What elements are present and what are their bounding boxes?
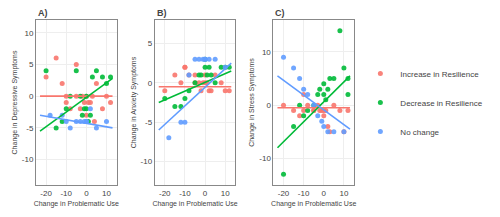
svg-text:-10: -10 bbox=[141, 157, 153, 166]
svg-text:-5: -5 bbox=[145, 118, 153, 127]
svg-text:A): A) bbox=[38, 8, 48, 18]
svg-text:Change in Stress Symptoms: Change in Stress Symptoms bbox=[248, 58, 256, 147]
svg-text:10: 10 bbox=[24, 28, 33, 37]
svg-text:0: 0 bbox=[322, 189, 327, 198]
svg-text:Increase in Resilience: Increase in Resilience bbox=[400, 70, 479, 79]
svg-text:-10: -10 bbox=[298, 189, 310, 198]
svg-text:0: 0 bbox=[84, 189, 89, 198]
svg-text:B): B) bbox=[157, 8, 167, 18]
svg-text:10: 10 bbox=[221, 189, 230, 198]
svg-text:0: 0 bbox=[203, 189, 208, 198]
svg-text:-20: -20 bbox=[40, 189, 52, 198]
svg-text:-10: -10 bbox=[259, 154, 271, 163]
svg-text:-5: -5 bbox=[26, 124, 34, 133]
svg-text:10: 10 bbox=[262, 48, 271, 57]
svg-text:Change in Anxiety Symptoms: Change in Anxiety Symptoms bbox=[130, 56, 138, 148]
svg-text:Change in Problematic Use: Change in Problematic Use bbox=[34, 200, 119, 208]
svg-text:-10: -10 bbox=[179, 189, 191, 198]
svg-text:Decrease in Resilience: Decrease in Resilience bbox=[400, 99, 482, 108]
svg-text:10: 10 bbox=[339, 189, 348, 198]
svg-text:0: 0 bbox=[29, 92, 34, 101]
svg-text:Change in Depressive Symptoms: Change in Depressive Symptoms bbox=[11, 50, 19, 154]
svg-text:C): C) bbox=[275, 8, 285, 18]
svg-text:-10: -10 bbox=[22, 155, 34, 164]
svg-text:5: 5 bbox=[29, 60, 34, 69]
svg-text:-10: -10 bbox=[60, 189, 72, 198]
svg-text:0: 0 bbox=[148, 79, 153, 88]
svg-text:-20: -20 bbox=[278, 189, 290, 198]
svg-text:No change: No change bbox=[400, 128, 439, 137]
svg-text:0: 0 bbox=[266, 101, 271, 110]
svg-text:Change in Problematic Use: Change in Problematic Use bbox=[271, 200, 356, 208]
svg-text:10: 10 bbox=[102, 189, 111, 198]
svg-text:Change in Problematic Use: Change in Problematic Use bbox=[152, 200, 237, 208]
svg-text:-20: -20 bbox=[159, 189, 171, 198]
svg-text:5: 5 bbox=[148, 39, 153, 48]
